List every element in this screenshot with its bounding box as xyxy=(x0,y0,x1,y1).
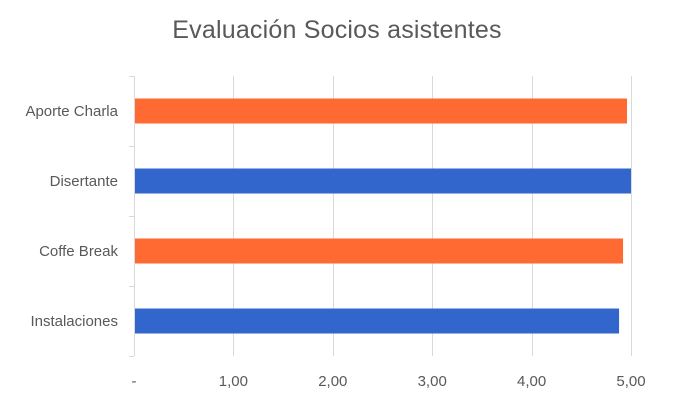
category-label-1: Disertante xyxy=(50,173,118,190)
category-axis xyxy=(129,76,135,357)
category-labels: Aporte Charla Disertante Coffe Break Instal… xyxy=(25,103,118,330)
x-tick-label-2: 2,00 xyxy=(318,373,347,390)
chart-title: Evaluación Socios asistentes xyxy=(172,16,502,44)
bar-instalaciones xyxy=(135,308,620,334)
bar-coffe-break xyxy=(135,238,624,264)
bars xyxy=(135,98,631,334)
x-tick-label-3: 3,00 xyxy=(418,373,447,390)
x-tick-label-5: 5,00 xyxy=(616,373,645,390)
x-tick-label-0: - xyxy=(132,373,137,390)
category-label-2: Coffe Break xyxy=(39,243,118,260)
category-label-0: Aporte Charla xyxy=(25,103,118,120)
x-tick-label-1: 1,00 xyxy=(219,373,248,390)
x-tick-label-4: 4,00 xyxy=(517,373,546,390)
bar-aporte-charla xyxy=(135,98,628,124)
category-label-3: Instalaciones xyxy=(30,313,118,330)
bar-disertante xyxy=(135,168,631,194)
value-axis-labels: - 1,00 2,00 3,00 4,00 5,00 xyxy=(132,373,646,390)
